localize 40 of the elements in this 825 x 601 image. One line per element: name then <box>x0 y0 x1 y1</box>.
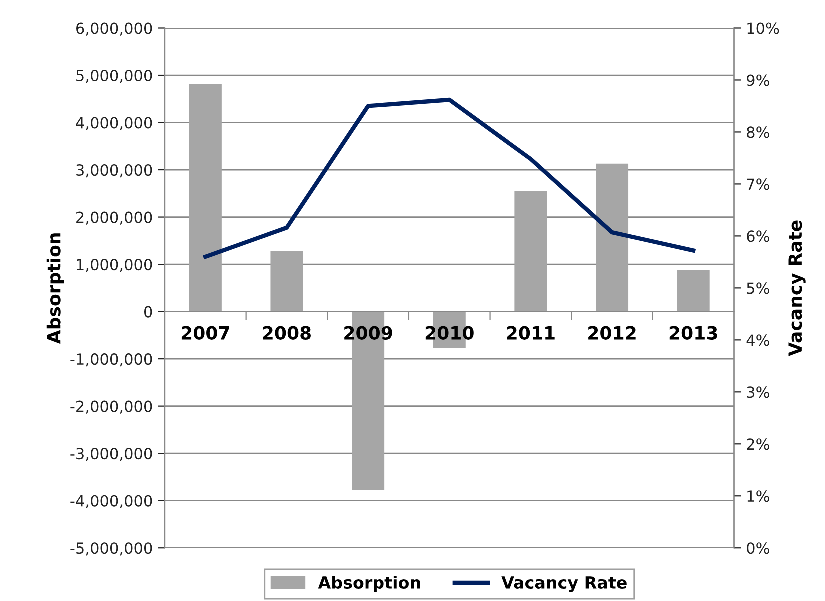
bar <box>677 270 710 312</box>
y2-tick-label: 8% <box>747 126 770 138</box>
y-tick-label: 0 <box>144 306 152 318</box>
x-tick-label: 2011 <box>507 326 555 340</box>
x-tick-label: 2010 <box>426 326 474 340</box>
bar <box>270 251 304 312</box>
bar <box>596 164 629 312</box>
y2-tick-label: 6% <box>747 230 770 242</box>
y2-tick-label: 10% <box>748 22 780 34</box>
y2-tick-label: 0% <box>747 542 770 554</box>
x-tick-label: 2008 <box>263 326 311 340</box>
x-tick-label: 2013 <box>670 326 718 340</box>
y-tick-label: -3,000,000 <box>70 448 152 462</box>
bar <box>514 191 548 312</box>
y-tick-label: 3,000,000 <box>76 164 152 178</box>
y-tick-label: 4,000,000 <box>76 117 152 130</box>
y-tick-label: -2,000,000 <box>70 400 152 414</box>
y2-tick-label: 2% <box>747 438 770 450</box>
y-tick-label: 2,000,000 <box>76 212 152 225</box>
y-tick-label: -1,000,000 <box>70 354 152 367</box>
x-tick-label: 2009 <box>344 326 392 340</box>
line-series <box>204 98 696 260</box>
y2-tick-label: 9% <box>747 74 770 86</box>
x-tick-label: 2007 <box>182 326 230 340</box>
legend-label: Vacancy Rate <box>502 576 627 592</box>
y2-tick-label: 7% <box>747 178 770 190</box>
y-tick-label: 1,000,000 <box>77 259 152 272</box>
y-tick-label: -5,000,000 <box>70 542 152 556</box>
y2-tick-label: 4% <box>746 334 770 346</box>
y-tick-label: -4,000,000 <box>70 495 152 508</box>
y-tick-label: 5,000,000 <box>76 70 152 84</box>
x-tick-label: 2012 <box>588 326 636 340</box>
y2-axis-title: Vacancy Rate <box>788 220 806 356</box>
y2-tick-label: 1% <box>748 490 770 502</box>
y2-tick-label: 5% <box>747 282 770 294</box>
y-axis-title: Absorption <box>46 234 64 344</box>
bar <box>189 84 222 312</box>
y-tick-label: 6,000,000 <box>76 22 152 36</box>
y2-tick-label: 3% <box>747 386 770 398</box>
legend-label: Absorption <box>318 576 420 592</box>
